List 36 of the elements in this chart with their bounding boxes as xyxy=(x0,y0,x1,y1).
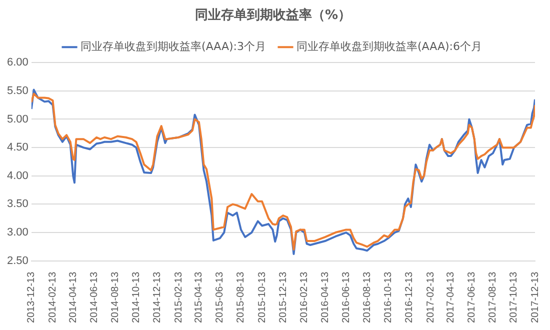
x-tick-label: 2017-12-13 xyxy=(530,271,541,324)
y-tick-label: 2.50 xyxy=(6,254,28,267)
x-tick-label: 2016-12-13 xyxy=(404,271,415,324)
y-tick-label: 6.00 xyxy=(6,56,28,69)
y-tick-label: 4.50 xyxy=(6,142,28,154)
x-tick-label: 2015-08-13 xyxy=(236,271,247,324)
y-tick-label: 3.50 xyxy=(6,198,28,210)
y-tick-label: 4.00 xyxy=(6,170,28,182)
x-tick-label: 2014-12-13 xyxy=(152,271,163,324)
x-tick-label: 2013-12-13 xyxy=(26,271,38,324)
x-tick-label: 2016-02-13 xyxy=(299,271,310,324)
x-tick-label: 2014-08-13 xyxy=(110,271,121,324)
x-tick-label: 2015-10-13 xyxy=(256,271,268,324)
x-tick-label: 2014-02-13 xyxy=(48,271,59,324)
x-tick-label: 2015-06-13 xyxy=(214,271,226,324)
x-tick-label: 2015-12-13 xyxy=(278,271,289,324)
x-tick-label: 2016-06-13 xyxy=(340,271,352,324)
x-tick-label: 2017-04-13 xyxy=(446,271,457,324)
x-tick-label: 2017-02-13 xyxy=(425,271,436,324)
x-tick-label: 2017-08-13 xyxy=(488,271,499,324)
legend-label: 同业存单收盘到期收益率(AAA):6个月 xyxy=(296,40,482,53)
x-tick-label: 2016-04-13 xyxy=(320,271,331,324)
y-tick-label: 5.50 xyxy=(6,84,28,97)
x-tick-label: 2016-10-13 xyxy=(382,271,394,324)
chart-title: 同业存单到期收益率（%） xyxy=(194,7,352,24)
y-tick-label: 5.00 xyxy=(6,113,28,126)
x-tick-label: 2017-06-13 xyxy=(466,271,478,324)
x-tick-label: 2017-10-13 xyxy=(508,271,520,324)
x-tick-label: 2015-02-13 xyxy=(173,271,184,324)
x-tick-label: 2014-04-13 xyxy=(68,271,79,324)
x-tick-label: 2015-04-13 xyxy=(194,271,205,324)
x-tick-label: 2014-10-13 xyxy=(130,271,142,324)
legend-label: 同业存单收盘到期收益率(AAA):3个月 xyxy=(80,40,266,53)
x-tick-label: 2014-06-13 xyxy=(88,271,100,324)
y-tick-label: 3.00 xyxy=(6,226,28,239)
x-tick-label: 2016-08-13 xyxy=(362,271,373,324)
